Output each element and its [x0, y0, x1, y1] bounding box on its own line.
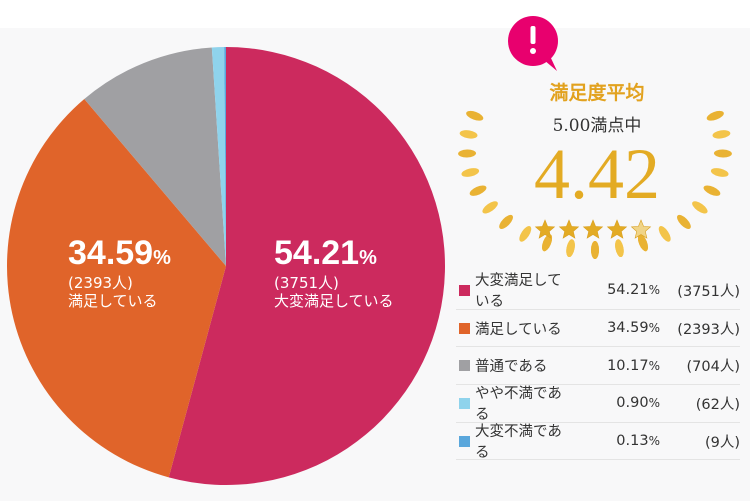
legend-count: (2393人)	[677, 321, 740, 338]
percent-unit: %	[359, 247, 377, 269]
laurel-leaf	[615, 239, 624, 258]
legend-count: (62人)	[695, 396, 740, 413]
laurel-leaf	[466, 110, 484, 121]
legend-swatch	[459, 397, 470, 409]
laurel-leaf	[566, 239, 575, 258]
legend-percent: 0.13%	[616, 433, 660, 450]
laurel-leaf	[469, 185, 487, 196]
legend-label: 満足している	[475, 321, 562, 338]
laurel-leaf	[637, 234, 648, 252]
pie-slice-0	[168, 46, 446, 486]
legend-label: 大変満足している	[475, 273, 562, 311]
laurel-leaf	[461, 168, 480, 177]
laurel-leaf	[710, 168, 729, 177]
legend-swatch	[459, 284, 470, 296]
laurel-leaf	[658, 226, 671, 242]
laurel-leaf	[499, 214, 513, 229]
slice-name: 大変満足している	[274, 291, 394, 310]
legend-row: やや不満である 0.90% (62人)	[456, 385, 740, 423]
legend-percent: 54.21%	[607, 282, 660, 299]
legend-label: やや不満である	[475, 386, 562, 424]
legend-percent: 10.17%	[607, 357, 660, 374]
legend-count: (704人)	[686, 359, 741, 376]
legend-swatch	[459, 322, 470, 334]
slice-percent: 54.21	[274, 234, 360, 272]
legend-label: 普通である	[475, 359, 548, 376]
star-icon	[606, 219, 628, 239]
pie-slice-1	[6, 99, 227, 478]
pie-slice-2	[84, 47, 227, 267]
slice-label-very-satisfied: 54.21% (3751人) 大変満足している	[274, 233, 394, 310]
star-icon	[630, 219, 652, 239]
legend-row: 大変不満である 0.13% (9人)	[456, 423, 740, 461]
pie-slice-3	[211, 47, 226, 266]
legend-percent: 0.90%	[616, 395, 660, 412]
legend-row: 満足している 34.59% (2393人)	[456, 310, 740, 348]
laurel-leaf	[542, 234, 553, 252]
legend-row: 大変満足している 54.21% (3751人)	[456, 272, 740, 310]
pie-chart	[6, 46, 446, 486]
laurel-leaf	[713, 149, 732, 158]
legend-swatch	[459, 360, 470, 372]
percent-unit: %	[153, 247, 171, 269]
laurel-leaf	[458, 149, 477, 158]
laurel-leaf	[712, 130, 731, 139]
laurel-wreath-icon	[458, 16, 732, 259]
laurel-leaf	[519, 226, 532, 242]
slice-name: 満足している	[68, 291, 158, 310]
laurel-leaf	[692, 201, 708, 214]
slice-count: (3751人)	[274, 273, 339, 292]
legend-count: (9人)	[704, 434, 740, 451]
legend-count: (3751人)	[677, 283, 740, 300]
legend-label: 大変不満である	[475, 424, 562, 462]
slice-label-satisfied: 34.59% (2393人) 満足している	[68, 233, 171, 310]
laurel-leaf	[677, 214, 691, 229]
slice-count: (2393人)	[68, 273, 133, 292]
legend-row: 普通である 10.17% (704人)	[456, 347, 741, 386]
laurel-leaf	[706, 110, 724, 121]
legend: 大変満足している 54.21% (3751人) 満足している 34.59% (2393人…	[456, 272, 741, 461]
legend-percent: 34.59%	[607, 320, 660, 337]
pie-slice-4	[224, 47, 226, 266]
laurel-leaf	[703, 185, 721, 196]
rating-average: 4.42	[534, 134, 660, 214]
star-icon	[558, 219, 580, 239]
star-icon	[534, 219, 556, 239]
laurel-leaf	[591, 241, 599, 259]
legend-swatch	[459, 435, 470, 447]
star-icon	[582, 219, 604, 239]
slice-percent: 34.59	[68, 234, 154, 272]
laurel-leaf	[459, 130, 478, 139]
laurel-leaf	[482, 201, 498, 214]
rating-scale: 5.00満点中	[552, 116, 642, 136]
rating-title: 満足度平均	[549, 82, 645, 104]
exclamation-bubble-icon	[508, 16, 558, 71]
